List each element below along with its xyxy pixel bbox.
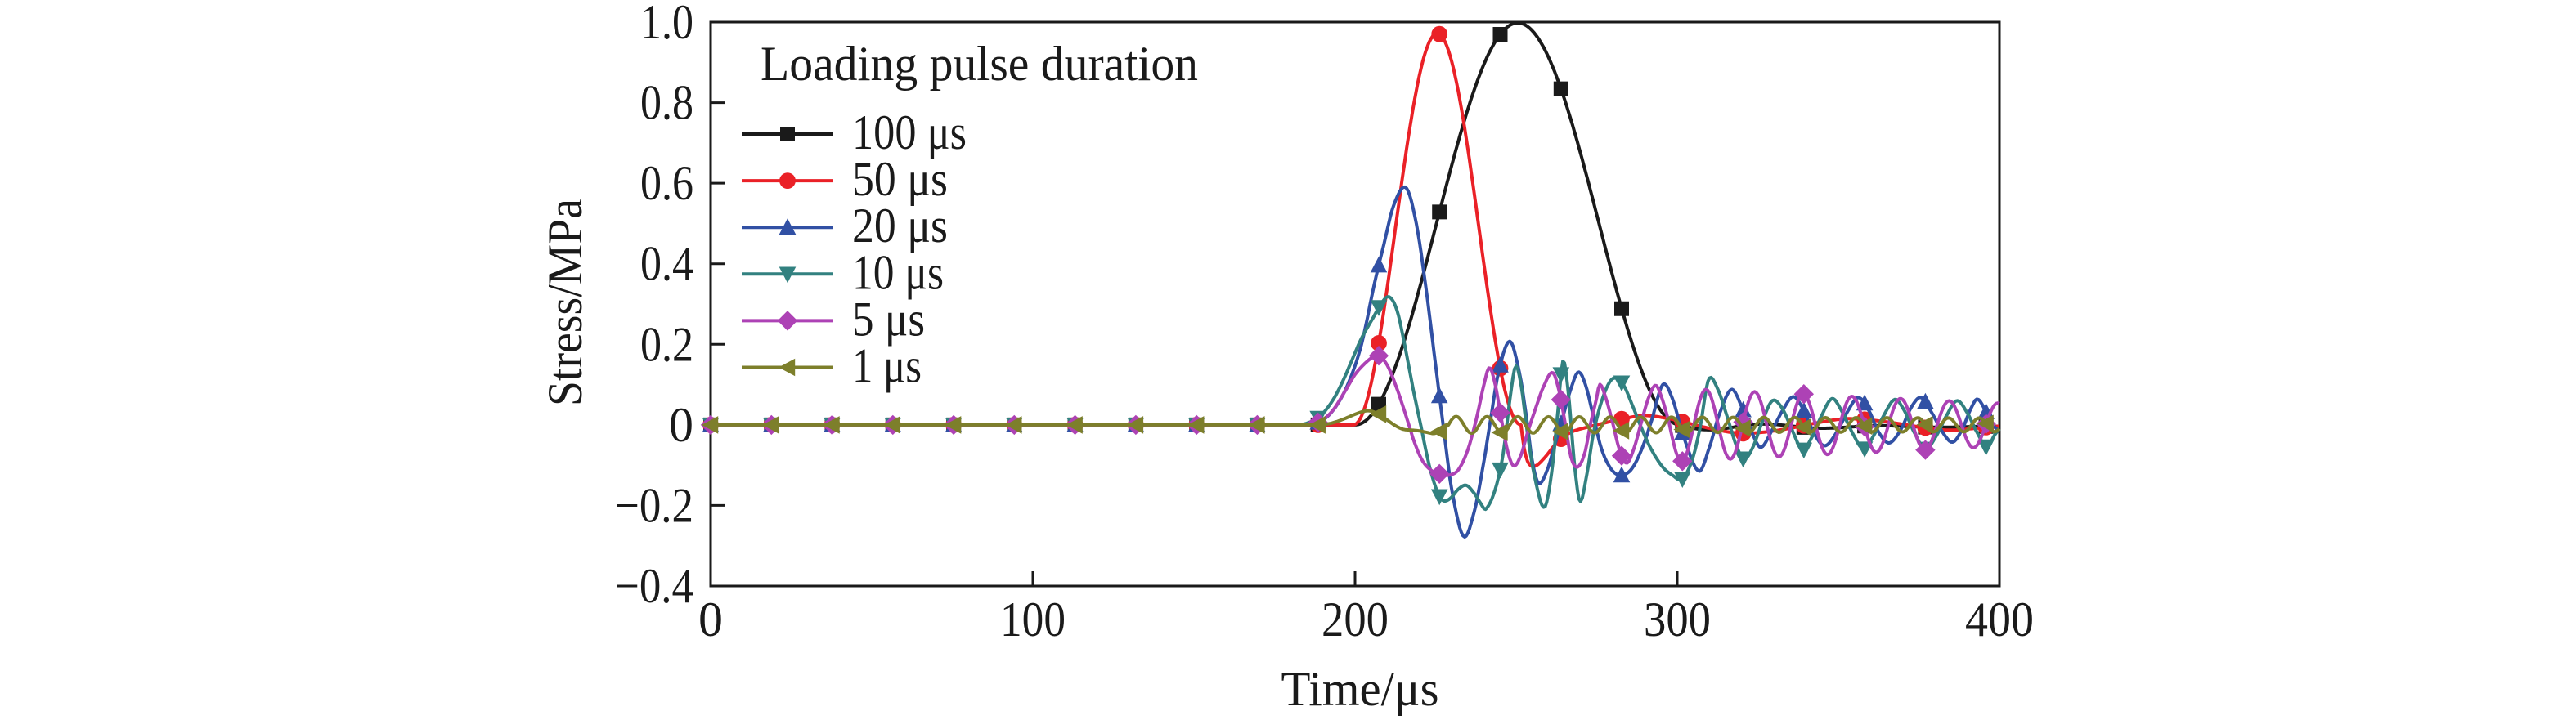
svg-text:50 μs: 50 μs xyxy=(852,152,948,206)
svg-text:5 μs: 5 μs xyxy=(852,292,925,346)
svg-text:0.2: 0.2 xyxy=(640,317,693,371)
svg-text:0: 0 xyxy=(669,398,693,452)
svg-text:0.4: 0.4 xyxy=(640,237,693,291)
svg-text:−0.2: −0.2 xyxy=(615,478,693,532)
svg-text:0: 0 xyxy=(698,593,723,646)
svg-text:300: 300 xyxy=(1644,593,1711,646)
svg-text:1.0: 1.0 xyxy=(640,0,693,49)
svg-text:10 μs: 10 μs xyxy=(852,245,944,299)
svg-text:20 μs: 20 μs xyxy=(852,199,948,253)
svg-text:200: 200 xyxy=(1322,593,1389,646)
svg-text:−0.4: −0.4 xyxy=(615,559,693,613)
svg-text:Loading pulse duration: Loading pulse duration xyxy=(761,37,1198,91)
svg-text:1 μs: 1 μs xyxy=(852,339,922,393)
svg-text:Stress/MPa: Stress/MPa xyxy=(538,199,592,406)
svg-text:100 μs: 100 μs xyxy=(852,105,967,159)
svg-text:100: 100 xyxy=(1000,593,1066,646)
svg-text:0.6: 0.6 xyxy=(640,156,693,210)
svg-text:400: 400 xyxy=(1965,593,2034,646)
svg-text:Time/μs: Time/μs xyxy=(1281,662,1439,716)
svg-text:0.8: 0.8 xyxy=(640,76,693,130)
